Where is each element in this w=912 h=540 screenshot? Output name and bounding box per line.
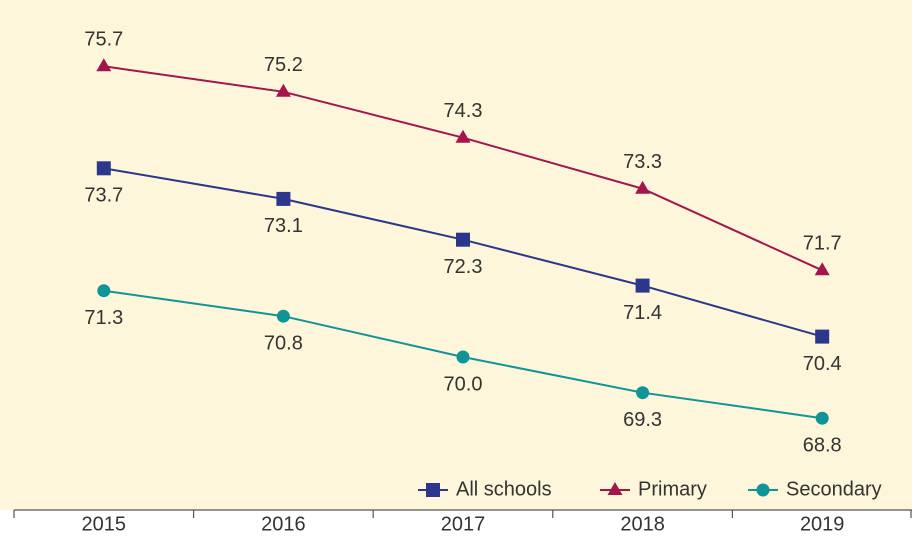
- x-tick-label: 2016: [261, 513, 306, 535]
- data-label: 74.3: [444, 100, 483, 122]
- data-label: 73.3: [623, 151, 662, 173]
- marker: [607, 482, 623, 495]
- marker: [635, 278, 650, 293]
- data-label: 70.0: [444, 373, 483, 395]
- marker: [456, 350, 470, 364]
- data-label: 68.8: [803, 434, 842, 456]
- data-label: 73.7: [84, 185, 123, 207]
- legend-label: Secondary: [786, 478, 882, 500]
- marker: [455, 129, 471, 143]
- marker: [96, 58, 112, 72]
- data-label: 70.8: [264, 332, 303, 354]
- marker: [815, 329, 830, 344]
- data-label: 73.1: [264, 215, 303, 237]
- data-label: 71.7: [803, 233, 842, 255]
- marker: [276, 309, 290, 323]
- legend-label: All schools: [456, 478, 552, 500]
- marker: [97, 284, 111, 298]
- data-label: 75.7: [84, 29, 123, 51]
- x-tick-label: 2018: [620, 513, 665, 535]
- marker: [636, 386, 650, 400]
- marker: [96, 161, 111, 176]
- marker: [426, 483, 440, 497]
- data-label: 71.3: [84, 307, 123, 329]
- x-tick-label: 2019: [800, 513, 845, 535]
- plot-background: [0, 0, 912, 510]
- marker: [814, 262, 830, 276]
- marker: [276, 191, 291, 206]
- x-tick-label: 2015: [82, 513, 127, 535]
- x-tick-label: 2017: [441, 513, 486, 535]
- data-label: 69.3: [623, 409, 662, 431]
- data-label: 75.2: [264, 54, 303, 76]
- data-label: 72.3: [444, 256, 483, 278]
- data-label: 70.4: [803, 353, 842, 375]
- marker: [815, 411, 829, 425]
- marker: [635, 180, 651, 194]
- marker: [275, 83, 291, 97]
- marker: [756, 483, 770, 497]
- data-label: 71.4: [623, 302, 662, 324]
- legend-label: Primary: [638, 478, 707, 500]
- marker: [456, 232, 470, 247]
